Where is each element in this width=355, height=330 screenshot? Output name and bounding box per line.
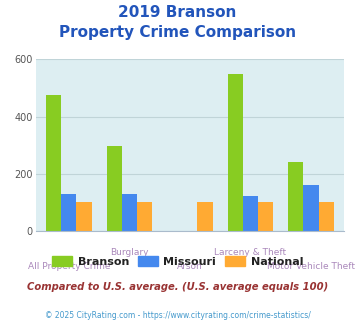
Text: Property Crime Comparison: Property Crime Comparison (59, 25, 296, 40)
Bar (243, 196, 258, 231)
Text: Burglary: Burglary (110, 248, 149, 257)
Text: Compared to U.S. average. (U.S. average equals 100): Compared to U.S. average. (U.S. average … (27, 282, 328, 292)
Bar (137, 202, 152, 231)
Bar (106, 146, 122, 231)
Text: Larceny & Theft: Larceny & Theft (214, 248, 286, 257)
Bar (288, 161, 304, 231)
Bar (46, 95, 61, 231)
Text: 2019 Branson: 2019 Branson (118, 5, 237, 20)
Bar (197, 202, 213, 231)
Bar (319, 202, 334, 231)
Text: Arson: Arson (177, 262, 203, 271)
Bar (61, 194, 76, 231)
Bar (76, 202, 92, 231)
Bar (304, 185, 319, 231)
Bar (258, 202, 273, 231)
Text: © 2025 CityRating.com - https://www.cityrating.com/crime-statistics/: © 2025 CityRating.com - https://www.city… (45, 311, 310, 320)
Bar (122, 194, 137, 231)
Text: Motor Vehicle Theft: Motor Vehicle Theft (267, 262, 355, 271)
Bar (228, 74, 243, 231)
Legend: Branson, Missouri, National: Branson, Missouri, National (48, 251, 307, 271)
Text: All Property Crime: All Property Crime (28, 262, 110, 271)
